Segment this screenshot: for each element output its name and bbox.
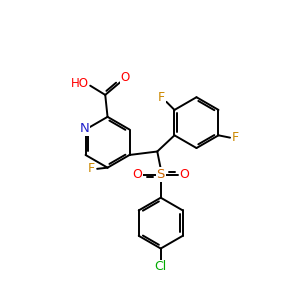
Text: O: O [132,168,142,181]
Text: Cl: Cl [154,260,167,274]
Text: N: N [80,122,89,135]
Text: S: S [157,168,165,181]
Text: O: O [180,168,190,181]
Text: F: F [232,131,239,144]
Text: F: F [88,162,95,175]
Text: HO: HO [71,77,89,90]
Text: O: O [120,71,130,84]
Text: F: F [158,92,165,104]
